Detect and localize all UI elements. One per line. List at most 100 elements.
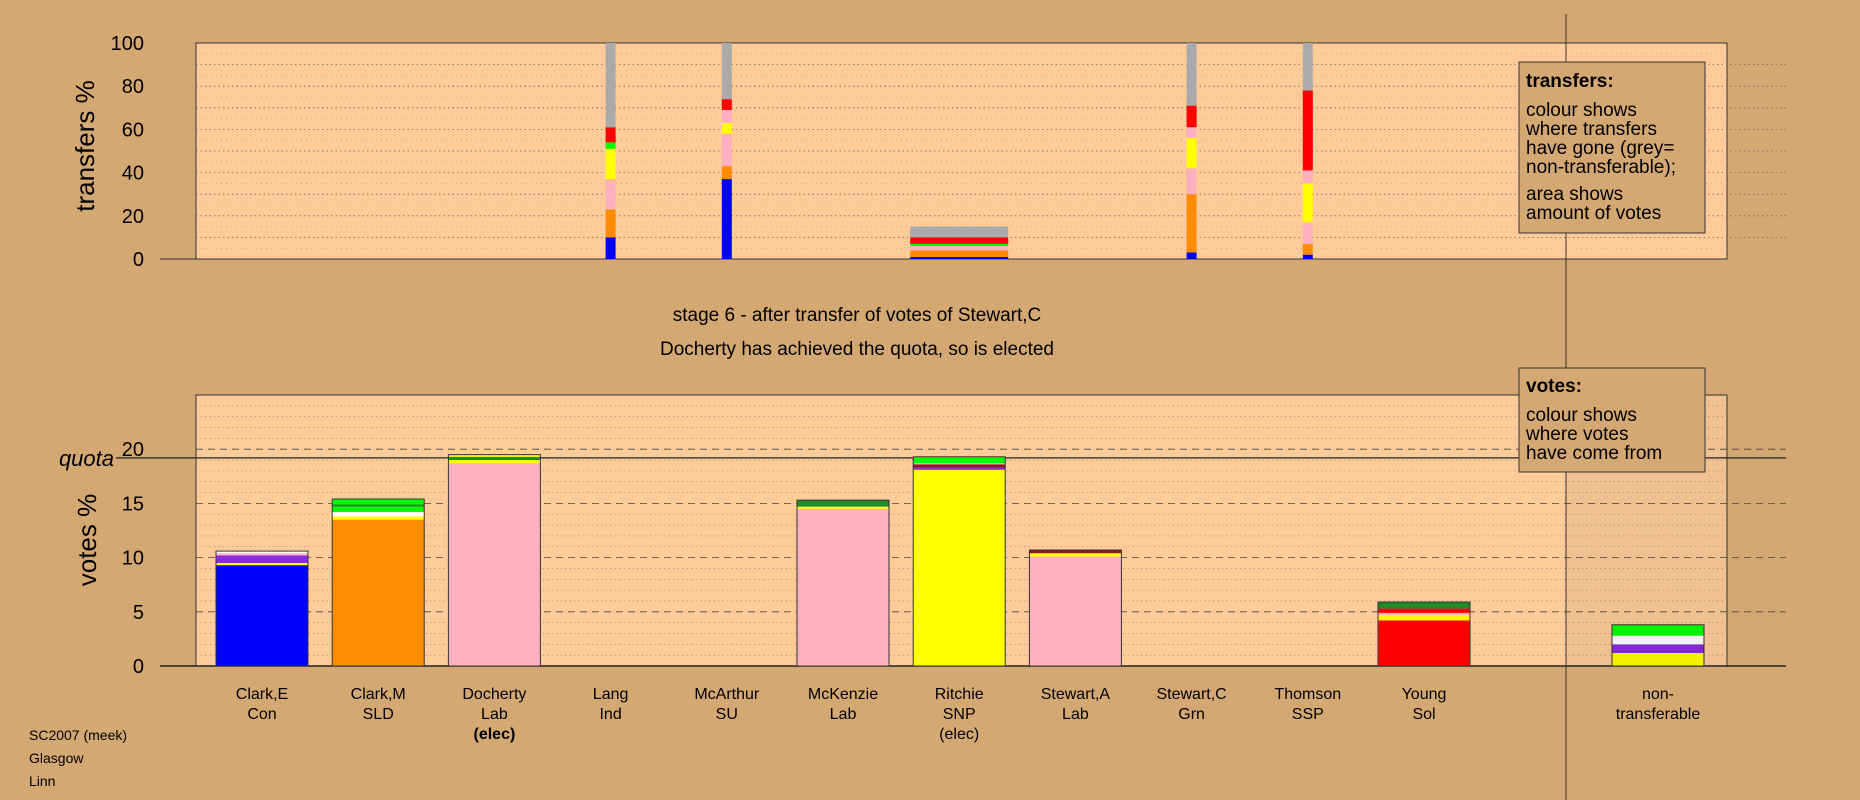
transfer-bar (1186, 43, 1197, 259)
vote-segment (332, 519, 425, 666)
transfers-chart: 0 20 40 60 80 100 transfers % (70, 33, 1786, 271)
footer-line: SC2007 (meek) (29, 727, 127, 743)
vote-bar (1028, 549, 1122, 667)
votes-bars (215, 454, 1705, 667)
candidate-party: Grn (1178, 706, 1205, 723)
vote-bar-outline (796, 499, 890, 667)
vote-bar-outline (1377, 601, 1471, 667)
y-tick-label: 20 (122, 439, 144, 461)
transfer-segment (1186, 127, 1197, 139)
transfer-segment (910, 246, 1009, 251)
transfer-segment (910, 256, 1009, 259)
vote-segment (1378, 608, 1470, 613)
transfer-segment (721, 166, 732, 180)
y-tick-label: 0 (133, 656, 144, 678)
legend-transfers-line: area shows (1526, 184, 1623, 205)
vote-segment (913, 469, 1006, 666)
vote-segment (448, 460, 541, 464)
vote-bar-outline (1028, 549, 1122, 667)
candidate-party: Lab (481, 706, 508, 723)
vote-bar-outline (331, 498, 425, 667)
vote-segment (1378, 615, 1470, 621)
vote-segment (1378, 612, 1470, 616)
transfer-segment (910, 243, 1009, 247)
transfer-segment (1186, 138, 1197, 169)
y-tick-label: 5 (133, 602, 144, 624)
vote-segment (1378, 602, 1470, 609)
transfer-bar (721, 43, 732, 259)
y-tick-label: 20 (122, 206, 144, 228)
candidate-name: Clark,E (236, 686, 288, 703)
vote-bar-outline (1611, 624, 1705, 667)
category-label: Stewart,A Lab (1041, 686, 1111, 723)
transfer-segment (605, 43, 616, 128)
votes-y-ticks: 0 5 10 15 20 (122, 439, 144, 678)
legend-transfers-line: where transfers (1525, 119, 1657, 140)
legend-votes-box (1518, 367, 1706, 473)
vote-bar (796, 499, 890, 667)
candidate-name: Clark,M (351, 686, 406, 703)
candidate-party: Sol (1412, 706, 1435, 723)
vote-bar-outline (912, 456, 1006, 667)
y-tick-label: 0 (133, 249, 144, 271)
candidate-party: SNP (943, 706, 976, 723)
transfer-segment (1302, 90, 1313, 171)
candidate-name: Ritchie (935, 686, 984, 703)
category-label: Clark,M SLD (351, 686, 406, 723)
candidate-name: McKenzie (808, 686, 878, 703)
vote-segment (913, 467, 1006, 470)
candidate-party: Con (247, 706, 276, 723)
legend-votes-line: where votes (1525, 424, 1628, 445)
vote-segment (216, 551, 308, 554)
vote-segment (913, 456, 1006, 464)
candidate-name: McArthur (694, 686, 760, 703)
transfer-segment (605, 127, 616, 143)
vote-segment (216, 555, 308, 564)
vote-bar (1611, 624, 1705, 667)
y-tick-label: 40 (122, 163, 144, 185)
vote-segment (797, 500, 889, 507)
transfer-segment (910, 237, 1009, 244)
candidate-party: Lab (830, 706, 857, 723)
vote-segment (216, 565, 308, 666)
legend-votes: votes: colour shows where votes have com… (1518, 367, 1706, 473)
transfer-segment (1302, 254, 1313, 259)
vote-segment (1029, 550, 1122, 554)
vote-segment (913, 463, 1006, 465)
transfer-segment (721, 122, 732, 134)
vote-segment (332, 504, 425, 507)
vote-segment (448, 463, 541, 666)
category-label: Lang Ind (593, 686, 629, 723)
transfer-segment (1186, 194, 1197, 253)
category-label: Ritchie SNP (elec) (935, 686, 984, 743)
footer-line: Linn (29, 773, 55, 789)
vote-segment (1029, 553, 1122, 557)
vote-segment (332, 506, 425, 513)
y-tick-label: 100 (111, 33, 144, 55)
legend-transfers-line: have gone (grey= (1526, 138, 1674, 159)
transfer-segment (1186, 168, 1197, 195)
transfer-segment (721, 133, 732, 167)
vote-segment (1029, 556, 1122, 666)
candidate-status: (elec) (474, 726, 516, 743)
candidate-party: SLD (363, 706, 394, 723)
transfer-segment (1302, 183, 1313, 223)
transfer-segment (910, 226, 1009, 238)
category-label: Clark,E Con (236, 686, 288, 723)
transfer-segment (721, 179, 732, 259)
quota-label: quota (59, 446, 114, 471)
category-label: non-transferable (1616, 686, 1701, 723)
category-label: Docherty Lab (elec) (462, 686, 526, 743)
transfer-segment (721, 43, 732, 100)
legend-transfers-line: amount of votes (1526, 203, 1661, 224)
vote-segment (797, 508, 889, 666)
transfer-segment (1302, 170, 1313, 184)
candidate-party: SU (716, 706, 738, 723)
vote-bar (912, 456, 1006, 667)
candidate-name: Docherty (462, 686, 526, 703)
category-label: McArthur SU (694, 686, 760, 723)
candidate-name: Young (1402, 686, 1447, 703)
transfer-segment (605, 237, 616, 259)
category-label: Stewart,C Grn (1156, 686, 1226, 723)
candidate-party: Ind (599, 706, 621, 723)
